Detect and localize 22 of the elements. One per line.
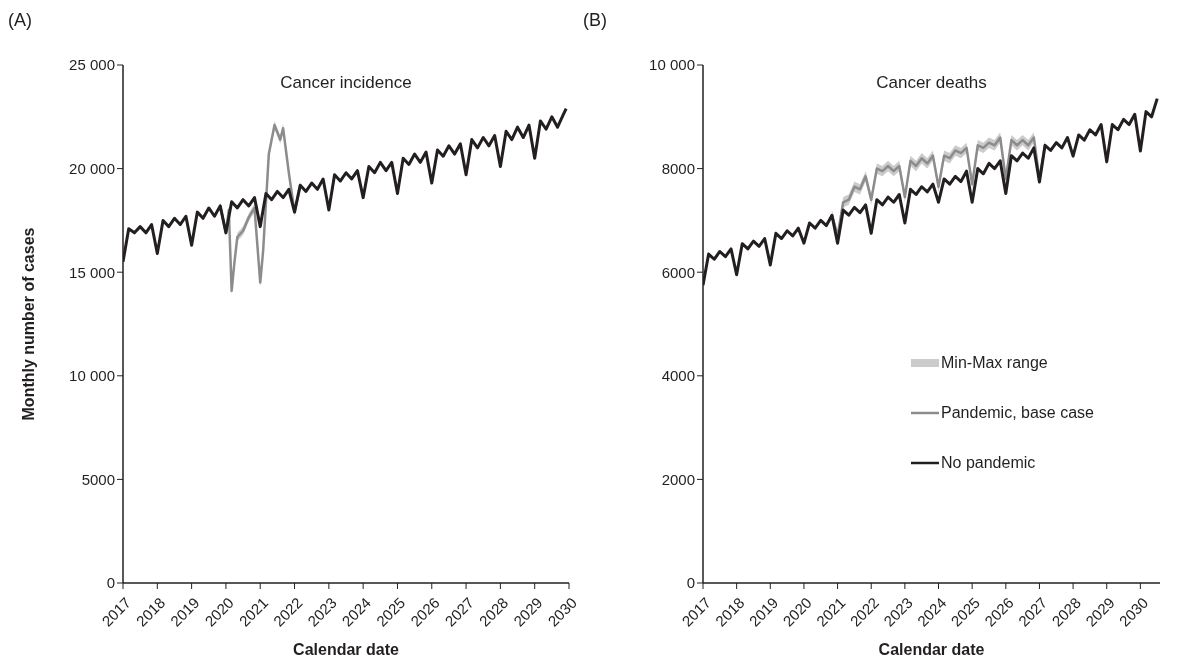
y-tick-label: 10 000 bbox=[649, 56, 695, 74]
text: (A) bbox=[8, 10, 32, 31]
y-tick-label: 0 bbox=[106, 574, 115, 592]
y-tick-label: 4000 bbox=[661, 367, 695, 385]
y-tick-label: 15 000 bbox=[69, 263, 115, 281]
legend-label: No pandemic bbox=[941, 454, 1036, 472]
text: Cancer deaths bbox=[875, 73, 988, 93]
text: Cancer incidence bbox=[279, 73, 413, 93]
annotation: Min-Max range bbox=[941, 354, 1048, 372]
x-axis-title: Calendar date bbox=[292, 641, 400, 659]
x-axis-title: Calendar date bbox=[877, 641, 986, 659]
y-tick-label: 8000 bbox=[661, 159, 695, 177]
y-tick-label: 10 000 bbox=[69, 367, 115, 385]
text: (B) bbox=[583, 10, 607, 31]
y-tick-label: 2000 bbox=[661, 470, 695, 488]
y-tick-label: 5000 bbox=[81, 470, 115, 488]
y-axis-title: Monthly number of cases bbox=[20, 226, 38, 423]
legend-label: Pandemic, base case bbox=[941, 404, 1094, 422]
y-tick-label: 20 000 bbox=[69, 159, 115, 177]
y-tick-label: 0 bbox=[686, 574, 695, 592]
y-tick-label: 6000 bbox=[661, 263, 695, 281]
y-tick-label: 25 000 bbox=[69, 56, 115, 74]
